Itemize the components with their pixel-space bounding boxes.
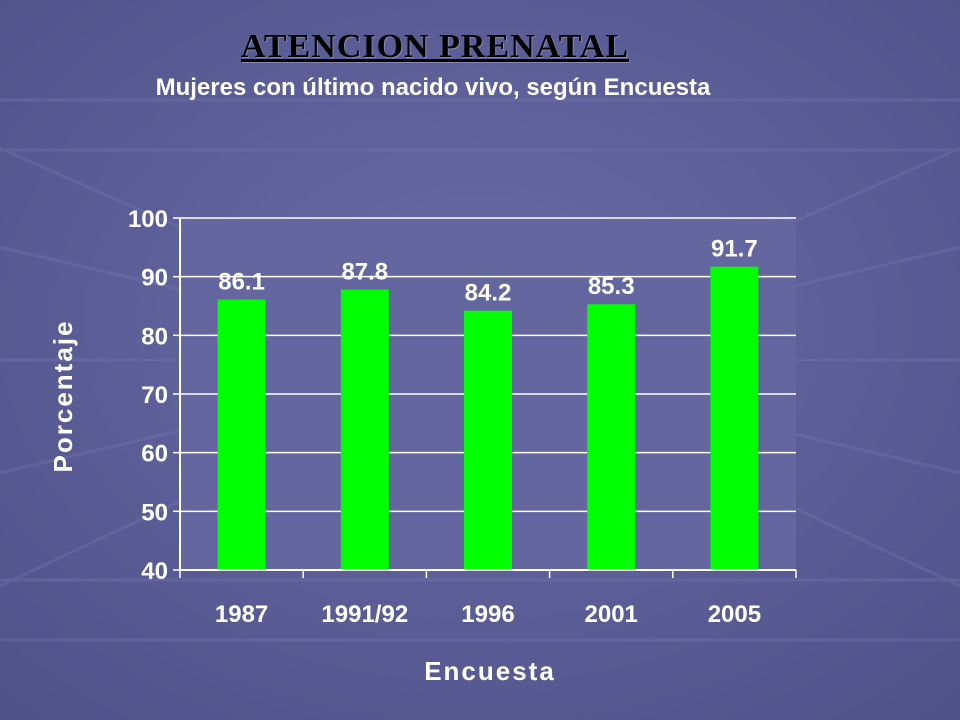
y-tick-label: 90 bbox=[141, 265, 168, 292]
chart-title: ATENCION PRENATAL bbox=[240, 28, 630, 65]
y-tick-labels: 40 50 60 70 80 90 100 bbox=[128, 206, 168, 585]
bar-2001 bbox=[587, 304, 636, 570]
y-tick-label: 80 bbox=[141, 323, 168, 350]
bar-2005 bbox=[710, 266, 759, 570]
data-label: 84.2 bbox=[465, 280, 512, 307]
data-label: 86.1 bbox=[218, 269, 265, 296]
data-label: 87.8 bbox=[341, 259, 388, 286]
x-tick-label: 1991/92 bbox=[321, 601, 408, 628]
x-tick-label: 1996 bbox=[461, 601, 514, 628]
data-label: 85.3 bbox=[588, 273, 635, 300]
x-tick-label: 1987 bbox=[215, 601, 268, 628]
x-tick-label: 2005 bbox=[708, 601, 761, 628]
y-tick-label: 100 bbox=[128, 206, 168, 233]
bars bbox=[217, 266, 759, 570]
x-tick-labels: 1987 1991/92 1996 2001 2005 bbox=[215, 601, 761, 628]
bar-1996 bbox=[464, 310, 512, 570]
axes bbox=[173, 217, 797, 578]
y-tick-label: 50 bbox=[141, 499, 168, 526]
data-label: 91.7 bbox=[711, 236, 758, 263]
data-labels: 86.1 87.8 84.2 85.3 91.7 bbox=[218, 236, 758, 307]
x-axis-title: Encuesta bbox=[424, 656, 556, 686]
x-tick-label: 2001 bbox=[585, 601, 638, 628]
y-tick-label: 40 bbox=[141, 558, 168, 585]
bar-1991-92 bbox=[340, 289, 389, 570]
chart-subtitle: Mujeres con último nacido vivo, según En… bbox=[155, 74, 711, 101]
y-tick-label: 70 bbox=[141, 382, 168, 409]
y-tick-label: 60 bbox=[141, 441, 168, 468]
bar-1987 bbox=[217, 299, 266, 570]
y-axis-title: Porcentaje bbox=[48, 320, 78, 473]
